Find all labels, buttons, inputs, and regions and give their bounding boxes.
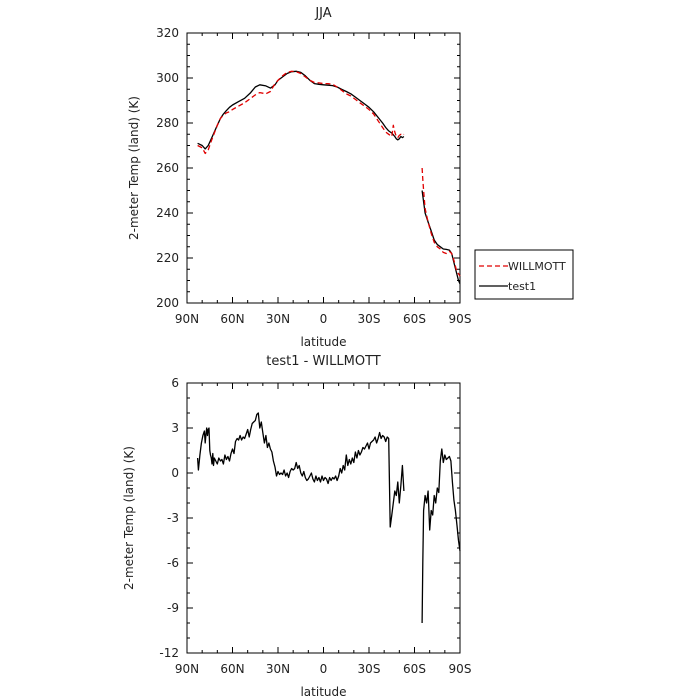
y-tick-label: 6: [171, 376, 179, 390]
y-tick-label: 280: [156, 116, 179, 130]
series-line-willmott-seg-1: [197, 70, 405, 155]
plot-frame: [186, 382, 461, 654]
x-tick-label: 60S: [403, 662, 426, 676]
y-tick-label: 240: [156, 206, 179, 220]
series-line-difference-seg-2: [421, 448, 461, 624]
series-line-willmott-seg-2: [421, 167, 461, 277]
chart-title: JJA: [314, 6, 331, 21]
x-axis-label: latitude: [300, 335, 346, 349]
x-tick-label: 0: [320, 662, 328, 676]
legend-label-test1: test1: [508, 280, 536, 293]
x-tick-label: 90S: [449, 662, 472, 676]
chart-title: test1 - WILLMOTT: [266, 354, 381, 369]
y-tick-label: 0: [171, 466, 179, 480]
x-tick-label: 0: [320, 312, 328, 326]
x-tick-label: 60N: [220, 662, 244, 676]
chart-panel-1: JJA 90N 60N 30N 0 30S 60S 90S 200 220 240 260 280 300…: [127, 6, 574, 349]
x-tick-label: 30N: [266, 312, 290, 326]
x-tick-label: 30S: [358, 662, 381, 676]
y-tick-label: -9: [167, 601, 179, 615]
x-tick-label: 90S: [449, 312, 472, 326]
y-tick-label: -12: [159, 646, 179, 660]
y-axis-label: 2-meter Temp (land) (K): [122, 446, 136, 590]
y-tick-label: 300: [156, 71, 179, 85]
series-line-difference-seg-1: [196, 412, 405, 528]
legend-box: [474, 249, 574, 300]
x-tick-label: 60N: [220, 312, 244, 326]
y-tick-label: 200: [156, 296, 179, 310]
y-tick-label: 3: [171, 421, 179, 435]
plot-frame: [186, 32, 461, 304]
y-tick-label: 320: [156, 26, 179, 40]
x-tick-label: 90N: [175, 312, 199, 326]
y-tick-label: -3: [167, 511, 179, 525]
chart-panel-2: test1 - WILLMOTT 90N 60N 30N 0 30S 60S 90S -12 -9…: [122, 354, 471, 699]
legend: WILLMOTT test1: [474, 249, 574, 300]
legend-label-willmott: WILLMOTT: [508, 260, 566, 273]
x-tick-label: 30N: [266, 662, 290, 676]
series-line-test1-seg-2: [421, 190, 461, 285]
y-tick-label: -6: [167, 556, 179, 570]
y-tick-label: 260: [156, 161, 179, 175]
y-tick-label: 220: [156, 251, 179, 265]
y-axis-label: 2-meter Temp (land) (K): [127, 96, 141, 240]
x-tick-label: 30S: [358, 312, 381, 326]
x-tick-label: 60S: [403, 312, 426, 326]
x-axis-label: latitude: [300, 685, 346, 699]
x-tick-label: 90N: [175, 662, 199, 676]
series-line-test1-seg-1: [197, 70, 405, 150]
